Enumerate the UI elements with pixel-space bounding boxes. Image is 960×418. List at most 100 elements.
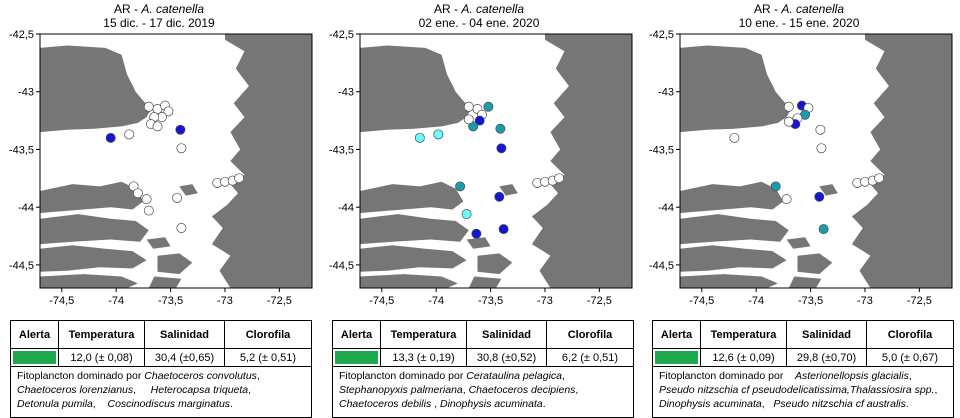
sampling-station-marker <box>483 101 494 112</box>
sampling-station-marker <box>152 121 163 132</box>
lat-tick-label: -43 <box>338 87 354 99</box>
map-chiloe[interactable]: -42,5 -43 -43,5 -44 -44,5 -74,5 -74 -73,5 -73 -72… <box>320 30 638 315</box>
chiloe-island-shape <box>360 45 471 133</box>
temperature-header: Temperatura <box>700 320 787 349</box>
lon-tick-label: -73 <box>217 295 233 307</box>
alert-color-swatch <box>335 351 378 364</box>
map-chiloe[interactable]: -42,5 -43 -43,5 -44 -44,5 -74,5 -74 -73,5 -73 -72… <box>640 30 958 315</box>
alert-color-swatch <box>655 351 698 364</box>
lon-tick-label: -74,5 <box>689 295 714 307</box>
chlorophyll-header: Clorofila <box>224 320 312 349</box>
salinity-header: Salinidad <box>786 320 867 349</box>
alert-table: Alerta Temperatura Salinidad Clorofila 1… <box>332 320 634 418</box>
sampling-station-marker <box>461 209 472 220</box>
archipelago-island-shape <box>468 276 502 288</box>
archipelago-island-shape <box>786 237 811 249</box>
archipelago-island-shape <box>40 245 147 272</box>
lon-tick-label: -73 <box>537 295 553 307</box>
sampling-station-marker <box>474 115 485 126</box>
sampling-station-marker <box>172 192 183 203</box>
small-island-shape <box>499 184 518 196</box>
panel-dates: 15 dic. - 17 dic. 2019 <box>103 16 215 30</box>
alert-level-cell <box>652 348 701 367</box>
lat-tick-label: -43 <box>658 87 674 99</box>
map-chiloe[interactable]: -42,5 -43 -43,5 -44 -44,5 -74,5 -74 -73,5 -73 -72… <box>0 30 318 315</box>
chlorophyll-header: Clorofila <box>546 320 634 349</box>
sampling-station-marker <box>463 114 474 125</box>
lat-tick-label: -43,5 <box>649 144 674 156</box>
sampling-station-marker <box>783 101 794 112</box>
sampling-station-marker <box>433 129 444 140</box>
lon-tick-label: -74,5 <box>49 295 74 307</box>
mainland-shape <box>531 34 632 288</box>
panel-dates: 02 ene. - 04 ene. 2020 <box>418 16 540 30</box>
sampling-station-marker <box>124 129 135 140</box>
chlorophyll-header: Clorofila <box>866 320 954 349</box>
map-frame <box>39 33 313 289</box>
sampling-station-marker <box>143 205 154 216</box>
sampling-station-marker <box>175 124 186 135</box>
salinity-value: 30,8 (±0,52) <box>466 348 547 367</box>
panel-1: AR - A. catenella 15 dic. - 17 dic. 2019… <box>0 0 318 418</box>
panel-title: AR - A. catenella <box>753 2 845 16</box>
sampling-station-marker <box>132 188 143 199</box>
alert-table: Alerta Temperatura Salinidad Clorofila 1… <box>652 320 954 418</box>
sampling-station-marker <box>414 132 425 143</box>
archipelago-island-shape <box>788 276 822 288</box>
lon-tick-label: -73,5 <box>158 295 183 307</box>
sampling-station-marker <box>496 143 507 154</box>
lon-tick-label: -73,5 <box>478 295 503 307</box>
panel-dates: 10 ene. - 15 ene. 2020 <box>738 16 860 30</box>
archipelago-island-shape <box>40 214 149 245</box>
archipelago-island-shape <box>148 276 182 288</box>
temperature-value: 12,6 (± 0,09) <box>700 348 787 367</box>
panel-title: AR - A. catenella <box>113 2 205 16</box>
lat-tick-label: -44,5 <box>9 260 34 272</box>
lon-tick-label: -74 <box>748 295 764 307</box>
sampling-station-marker <box>455 181 466 192</box>
sampling-station-marker <box>463 101 474 112</box>
alert-header: Alerta <box>10 320 59 349</box>
lat-tick-label: -44 <box>658 202 674 214</box>
panel-3: AR - A. catenella 10 ene. - 15 ene. 2020… <box>640 0 958 418</box>
temperature-value: 12,0 (± 0,08) <box>58 348 145 367</box>
sampling-station-marker <box>234 173 245 184</box>
sampling-station-marker <box>468 121 479 132</box>
land-layer <box>680 34 952 288</box>
alert-header: Alerta <box>652 320 701 349</box>
phytoplankton-description: Fitoplancton dominado por Asterionellops… <box>652 366 954 418</box>
lon-tick-label: -72,5 <box>267 295 292 307</box>
alert-level-cell <box>332 348 381 367</box>
sampling-station-marker <box>770 181 781 192</box>
sampling-station-marker <box>176 223 187 233</box>
small-island-shape <box>819 184 838 196</box>
alert-color-swatch <box>13 351 56 364</box>
archipelago-island-shape <box>680 181 784 213</box>
temperature-header: Temperatura <box>58 320 145 349</box>
archipelago-island-shape <box>680 214 789 245</box>
temperature-value: 13,3 (± 0,19) <box>380 348 467 367</box>
sampling-station-marker <box>815 124 826 135</box>
salinity-value: 29,8 (±0,70) <box>786 348 867 367</box>
mainland-shape <box>211 34 312 288</box>
lat-tick-label: -43,5 <box>9 144 34 156</box>
sampling-station-marker <box>494 191 505 202</box>
archipelago-island-shape <box>680 274 778 288</box>
sampling-station-marker <box>176 143 187 154</box>
archipelago-island-shape <box>146 237 171 249</box>
chlorophyll-value: 5,0 (± 0,67) <box>866 348 954 367</box>
mainland-shape <box>851 34 952 288</box>
panel-title: AR - A. catenella <box>433 2 525 16</box>
sampling-station-marker <box>781 194 792 205</box>
salinity-header: Salinidad <box>466 320 547 349</box>
sampling-station-marker <box>729 132 740 143</box>
lon-tick-label: -74,5 <box>369 295 394 307</box>
alert-table: Alerta Temperatura Salinidad Clorofila 1… <box>10 320 312 418</box>
archipelago-island-shape <box>40 274 138 288</box>
lat-tick-label: -42,5 <box>649 30 674 41</box>
sampling-station-marker <box>163 106 174 117</box>
lon-tick-label: -72,5 <box>907 295 932 307</box>
sampling-station-marker <box>814 191 825 202</box>
lon-tick-label: -72,5 <box>587 295 612 307</box>
lat-tick-label: -43,5 <box>329 144 354 156</box>
